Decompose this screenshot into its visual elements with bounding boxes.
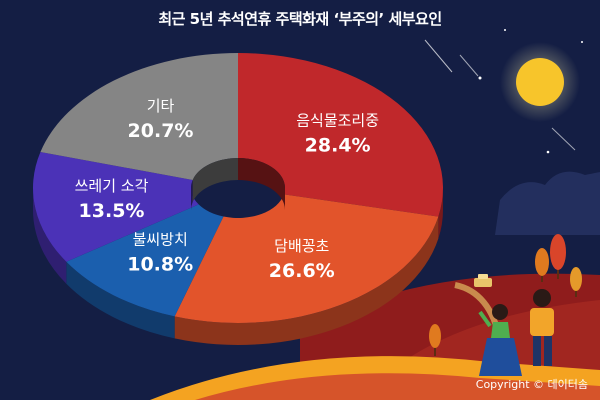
slice-inner-wall-0-0 (238, 158, 285, 210)
slice-value-4: 20.7% (128, 120, 194, 142)
copyright-text: Copyright © 데이터솜 (475, 378, 588, 391)
slice-value-3: 13.5% (79, 200, 145, 222)
slice-side-2 (66, 261, 175, 339)
trees (429, 234, 582, 356)
slice-side-1 (174, 216, 439, 345)
slice-label-0: 음식물조리중 (296, 111, 379, 129)
slice-label-3: 쓰레기 소각 (75, 177, 149, 195)
slice-2 (66, 204, 224, 317)
slice-4 (40, 53, 238, 180)
slice-inner-wall-3-1 (191, 179, 193, 210)
slice-inner-wall-4-1 (192, 158, 238, 202)
shooting-stars (424, 39, 576, 151)
people (478, 289, 554, 376)
slice-label-2: 불씨방치 (133, 231, 188, 249)
slice-0 (238, 53, 443, 217)
donut-chart: 음식물조리중 28.4% 담배꽁초 26.6% 불씨방치 10.8% 쓰레기 소각 13.5%… (32, 53, 443, 345)
slice-value-2: 10.8% (127, 254, 193, 276)
moon (500, 42, 580, 122)
car (474, 274, 492, 287)
slice-value-0: 28.4% (305, 134, 371, 156)
slice-1 (174, 194, 439, 323)
slice-side-0 (438, 188, 443, 239)
slice-label-1: 담배꽁초 (274, 237, 329, 255)
clouds (495, 171, 600, 235)
stars (478, 29, 583, 154)
slice-3 (32, 151, 199, 262)
chart-title: 최근 5년 추석연휴 주택화재 ‘부주의’ 세부요인 (158, 10, 442, 28)
slice-side-3 (33, 188, 67, 284)
slice-value-1: 26.6% (269, 260, 335, 282)
slice-label-4: 기타 (147, 97, 175, 115)
